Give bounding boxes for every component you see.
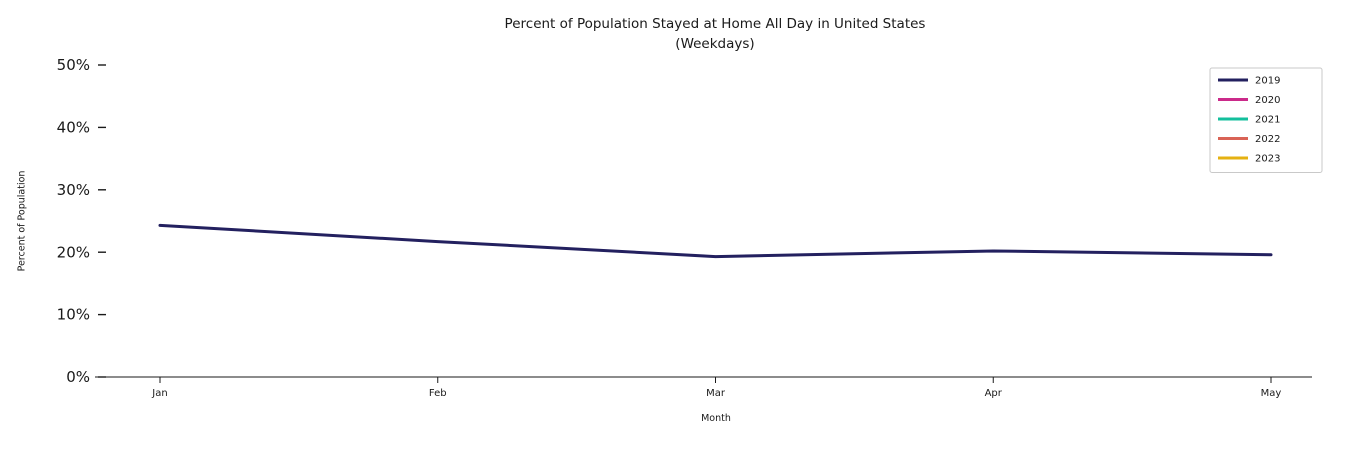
x-tick-label: Feb [429,388,447,399]
y-tick-label: 40% [57,119,90,137]
x-tick-label: Jan [151,388,167,399]
legend-label-2022: 2022 [1255,134,1280,145]
y-tick-label: 50% [57,56,90,74]
y-tick-label: 30% [57,181,90,199]
chart-title-line1: Percent of Population Stayed at Home All… [504,16,926,32]
x-tick-label: Apr [985,388,1003,399]
legend-box [1209,67,1323,173]
chart-title-line2: (Weekdays) [675,36,755,52]
y-tick-label: 20% [57,243,90,261]
legend-label-2023: 2023 [1255,153,1280,164]
x-axis-label: Month [701,413,731,424]
legend-label-2019: 2019 [1255,75,1280,86]
y-tick-label: 10% [57,306,90,324]
legend-label-2021: 2021 [1255,114,1280,125]
legend-label-2020: 2020 [1255,95,1280,106]
x-tick-label: May [1261,388,1282,399]
y-tick-label: 0% [66,368,90,386]
chart-title: Percent of Population Stayed at Home All… [505,14,926,54]
line-series-2019 [158,223,1273,259]
x-tick-label: Mar [706,388,726,399]
